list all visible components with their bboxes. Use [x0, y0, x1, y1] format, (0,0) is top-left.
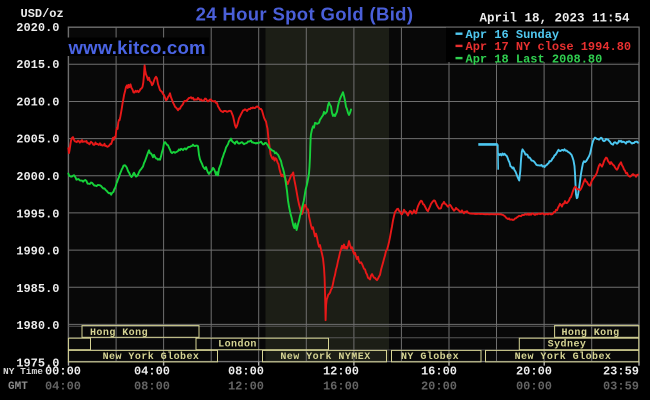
svg-text:12:00: 12:00 — [228, 379, 264, 393]
svg-text:00:00: 00:00 — [516, 379, 552, 393]
svg-text:New York Globex: New York Globex — [515, 351, 612, 363]
svg-text:08:00: 08:00 — [134, 379, 170, 393]
svg-text:03:59: 03:59 — [603, 379, 639, 393]
svg-text:1985.0: 1985.0 — [16, 282, 59, 296]
svg-text:NY Globex: NY Globex — [401, 351, 459, 363]
svg-text:04:00: 04:00 — [134, 364, 170, 378]
svg-text:1990.0: 1990.0 — [16, 245, 59, 259]
svg-text:Hong Kong: Hong Kong — [561, 328, 619, 339]
svg-text:New York Globex: New York Globex — [103, 351, 200, 363]
svg-text:2000.0: 2000.0 — [16, 170, 59, 184]
svg-text:April 18, 2023 11:54: April 18, 2023 11:54 — [479, 11, 630, 25]
svg-text:16:00: 16:00 — [323, 379, 359, 393]
svg-text:London: London — [218, 339, 257, 351]
svg-text:00:00: 00:00 — [45, 364, 81, 378]
svg-text:USD/oz: USD/oz — [21, 7, 64, 21]
svg-text:20:00: 20:00 — [516, 364, 552, 378]
svg-text:1980.0: 1980.0 — [16, 319, 59, 333]
svg-text:12:00: 12:00 — [323, 364, 359, 378]
svg-text:Apr 16 Sunday: Apr 16 Sunday — [466, 28, 560, 42]
svg-text:24 Hour Spot Gold (Bid): 24 Hour Spot Gold (Bid) — [196, 3, 414, 24]
svg-text:Apr 18 Last 2008.80: Apr 18 Last 2008.80 — [466, 52, 603, 66]
svg-text:Hong Kong: Hong Kong — [90, 328, 148, 339]
svg-text:08:00: 08:00 — [228, 364, 264, 378]
svg-text:2015.0: 2015.0 — [16, 58, 59, 72]
svg-text:1975.0: 1975.0 — [16, 357, 59, 371]
svg-text:23:59: 23:59 — [603, 364, 639, 378]
svg-text:2005.0: 2005.0 — [16, 133, 59, 147]
svg-text:04:00: 04:00 — [45, 379, 81, 393]
svg-text:Apr 17 NY close 1994.80: Apr 17 NY close 1994.80 — [466, 40, 632, 54]
svg-text:1995.0: 1995.0 — [16, 207, 59, 221]
svg-text:New York NYMEX: New York NYMEX — [280, 351, 370, 363]
svg-text:NY Time: NY Time — [3, 366, 43, 377]
svg-text:2020.0: 2020.0 — [16, 21, 59, 35]
svg-text:www.kitco.com: www.kitco.com — [68, 37, 206, 58]
svg-text:GMT: GMT — [8, 381, 28, 393]
svg-text:2010.0: 2010.0 — [16, 95, 59, 109]
svg-text:20:00: 20:00 — [421, 379, 457, 393]
svg-text:Sydney: Sydney — [548, 339, 587, 351]
svg-text:16:00: 16:00 — [421, 364, 457, 378]
